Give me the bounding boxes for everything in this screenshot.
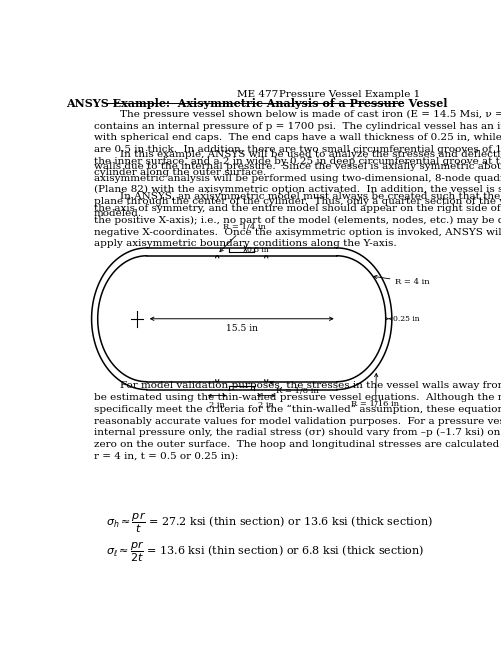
Text: 2 in: 2 in [258,400,274,409]
Text: The pressure vessel shown below is made of cast iron (E = 14.5 Msi, ν = 0.21) an: The pressure vessel shown below is made … [94,110,501,177]
Text: R = 1/16 in: R = 1/16 in [351,373,399,408]
Text: 15.5 in: 15.5 in [225,324,257,333]
Text: 0.25 in: 0.25 in [393,315,419,323]
Text: $\sigma_\ell \approx \dfrac{pr}{2t}$ = 13.6 ksi (thin section) or 6.8 ksi (thick: $\sigma_\ell \approx \dfrac{pr}{2t}$ = 1… [105,539,423,563]
Text: R = 1/8 in: R = 1/8 in [269,382,318,395]
Text: 0.5 in: 0.5 in [247,246,269,254]
Text: R = 1/4 in: R = 1/4 in [219,223,266,252]
Text: In this example, ANSYS will be used to analyze the stresses and deflections in t: In this example, ANSYS will be used to a… [94,151,501,218]
Text: R = 4 in: R = 4 in [373,275,429,286]
Text: 2 in: 2 in [209,400,224,409]
Text: In ANSYS, an axisymmetric model must always be created such that the global Y-ax: In ANSYS, an axisymmetric model must alw… [94,192,501,249]
Text: For model validation purposes, the stresses in the vessel walls away from any no: For model validation purposes, the stres… [94,381,501,461]
Text: $\sigma_h \approx \dfrac{pr}{t}$ = 27.2 ksi (thin section) or 13.6 ksi (thick se: $\sigma_h \approx \dfrac{pr}{t}$ = 27.2 … [105,510,431,535]
Text: ANSYS Example:  Axisymmetric Analysis of a Pressure Vessel: ANSYS Example: Axisymmetric Analysis of … [67,98,447,109]
Text: Pressure Vessel Example 1: Pressure Vessel Example 1 [279,90,420,99]
Text: ME 477: ME 477 [236,90,278,99]
